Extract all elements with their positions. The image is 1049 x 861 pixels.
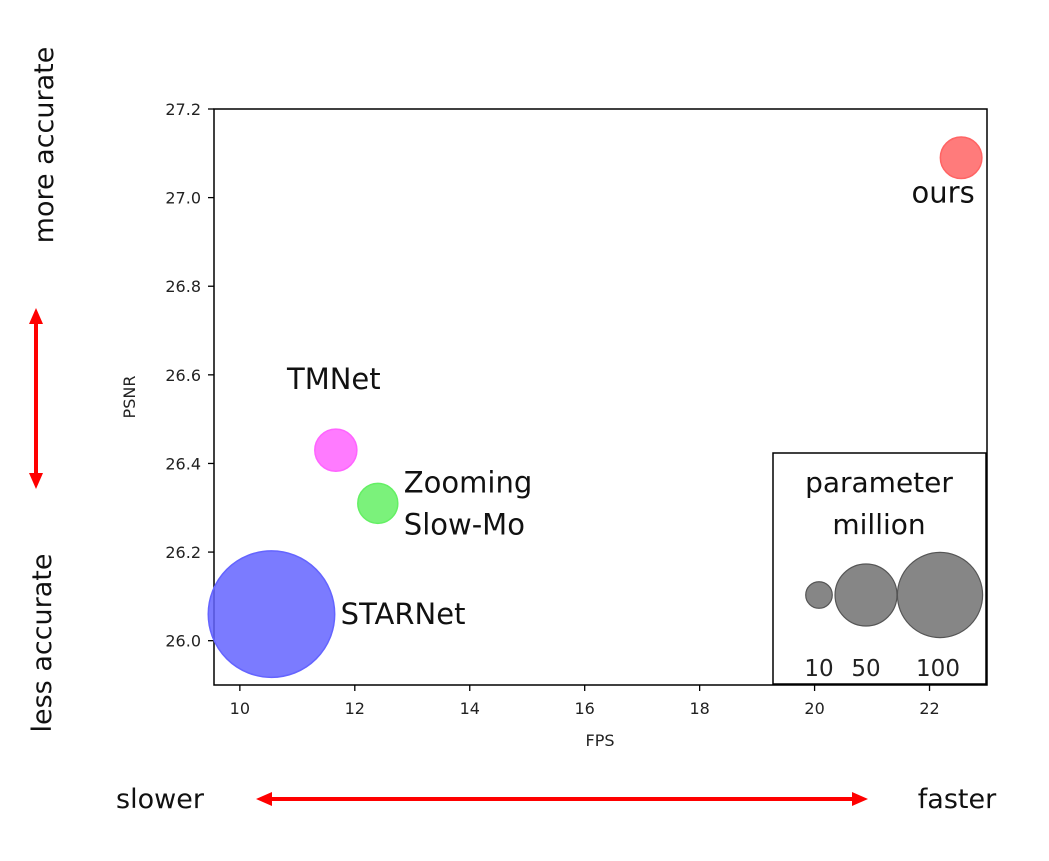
y-tick-label: 26.2 [165, 543, 201, 562]
y-tick-label: 27.0 [165, 189, 201, 208]
y-tick-label: 26.6 [165, 366, 201, 385]
vertical-accuracy-arrow [29, 308, 43, 489]
bubble-zooming-slow-mo [357, 482, 399, 525]
size-legend-circles [805, 551, 984, 639]
size-legend-label-100: 100 [916, 656, 960, 682]
y-axis-label: PSNR [120, 376, 139, 419]
x-tick-label: 18 [689, 699, 709, 718]
bubble-starnet [207, 550, 336, 679]
x-tick-label: 22 [919, 699, 939, 718]
size-legend: parameter million 10 50 100 [772, 452, 987, 685]
data-bubbles [207, 136, 983, 679]
point-label-zooming-slow-mo: Slow-Mo [404, 507, 525, 541]
x-tick-label: 12 [345, 699, 365, 718]
x-tick-label: 20 [804, 699, 824, 718]
faster-label: faster [918, 784, 997, 815]
point-label-tmnet: TMNet [286, 362, 381, 396]
y-tick-label: 27.2 [165, 100, 201, 119]
size-legend-title-line2: million [832, 508, 925, 541]
size-legend-circle-50 [834, 563, 898, 627]
slower-label: slower [116, 784, 205, 815]
x-tick-label: 10 [230, 699, 250, 718]
size-legend-label-10: 10 [804, 656, 833, 682]
size-legend-title-line1: parameter [805, 466, 953, 499]
size-legend-circle-100 [896, 551, 984, 639]
bubble-tmnet [314, 428, 358, 472]
less-accurate-label: less accurate [27, 553, 58, 732]
point-label-starnet: STARNet [341, 597, 466, 631]
more-accurate-label: more accurate [29, 47, 60, 244]
point-label-zooming-slow-mo: Zooming [404, 465, 532, 499]
y-tick-label: 26.4 [165, 454, 201, 473]
x-tick-label: 16 [575, 699, 595, 718]
y-tick-label: 26.8 [165, 277, 201, 296]
x-axis-label: FPS [585, 731, 614, 750]
data-point-labels: STARNet TMNet Zooming Slow-Mo ours [286, 176, 975, 632]
bubble-ours [939, 136, 983, 180]
size-legend-circle-10 [805, 581, 833, 609]
y-tick-label: 26.0 [165, 632, 201, 651]
x-axis-ticks: 10 12 14 16 18 20 22 [230, 685, 940, 718]
y-axis-ticks: 26.0 26.2 26.4 26.6 26.8 27.0 27.2 [165, 100, 214, 651]
size-legend-labels: 10 50 100 [804, 656, 960, 682]
horizontal-speed-arrow [256, 792, 868, 806]
point-label-ours: ours [912, 176, 975, 210]
x-tick-label: 14 [460, 699, 480, 718]
plot-area-frame [213, 108, 988, 686]
size-legend-label-50: 50 [851, 656, 880, 682]
